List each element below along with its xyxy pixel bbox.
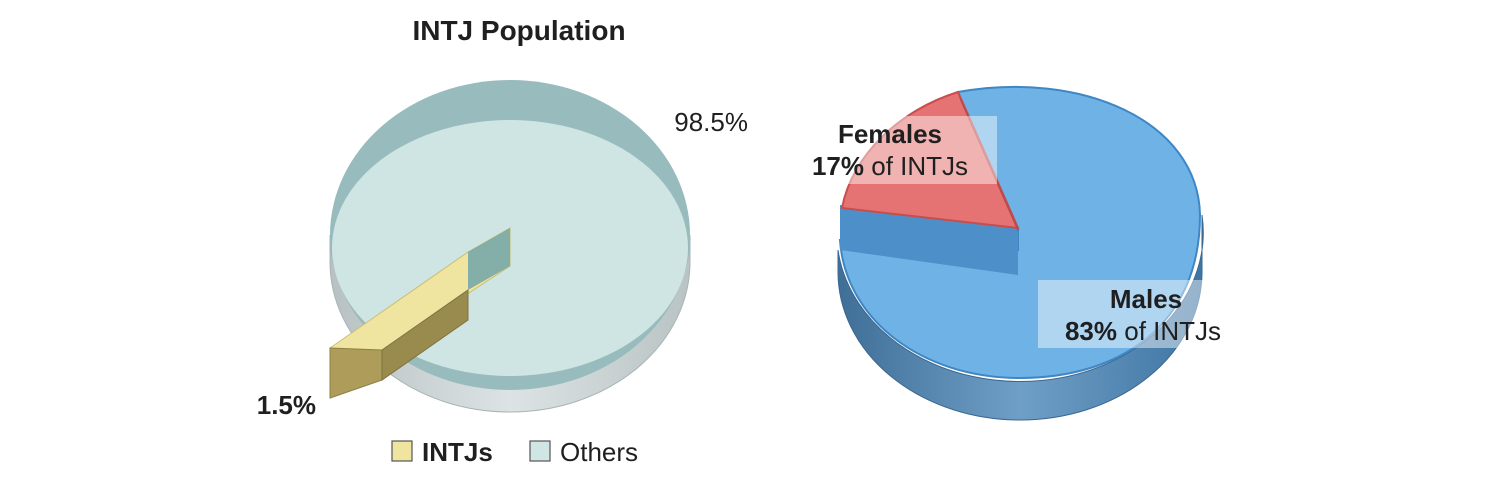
svg-text:17% of INTJs: 17% of INTJs	[812, 151, 968, 181]
legend: INTJs Others	[391, 437, 638, 467]
label-females-name: Females	[838, 119, 942, 149]
population-pie: INTJ Population 98.5% 1.5% INTJs Others	[257, 15, 748, 467]
chart-title: INTJ Population	[412, 15, 625, 46]
label-intjs-percent: 1.5%	[257, 390, 316, 420]
svg-text:83% of INTJs: 83% of INTJs	[1065, 316, 1221, 346]
gender-pie: Females 17% of INTJs Males 83% of INTJs	[782, 85, 1253, 421]
slice-males	[838, 85, 1202, 380]
legend-label-intjs: INTJs	[422, 437, 493, 467]
legend-swatch-intjs	[391, 440, 413, 462]
slice-intjs	[329, 227, 511, 399]
label-others-percent: 98.5%	[674, 107, 748, 137]
label-males-name: Males	[1110, 284, 1182, 314]
legend-swatch-others	[529, 440, 551, 462]
label-females-suffix: of INTJs	[864, 151, 968, 181]
gender-pie-side	[837, 214, 1204, 421]
label-males-percent: 83%	[1065, 316, 1117, 346]
label-males: Males 83% of INTJs	[1038, 280, 1253, 348]
slice-females	[840, 90, 1020, 230]
label-females-percent: 17%	[812, 151, 864, 181]
label-males-suffix: of INTJs	[1117, 316, 1221, 346]
legend-label-others: Others	[560, 437, 638, 467]
label-females: Females 17% of INTJs	[782, 116, 997, 184]
